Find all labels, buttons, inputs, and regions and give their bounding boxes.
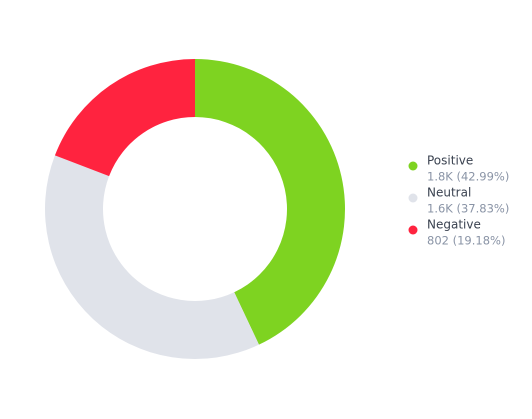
legend-dot [408, 225, 418, 235]
slice [54, 59, 195, 177]
legend-value: 1.8K (42.99%) [427, 170, 509, 184]
legend-name: Negative [427, 218, 481, 232]
legend-dot [408, 193, 418, 203]
legend-value: 1.6K (37.83%) [427, 202, 509, 216]
legend-value: 802 (19.18%) [427, 234, 505, 248]
slice [45, 155, 259, 359]
legend-name: Positive [427, 154, 473, 168]
slice [195, 59, 346, 345]
legend-name: Neutral [427, 186, 471, 200]
legend-dot [408, 161, 418, 171]
